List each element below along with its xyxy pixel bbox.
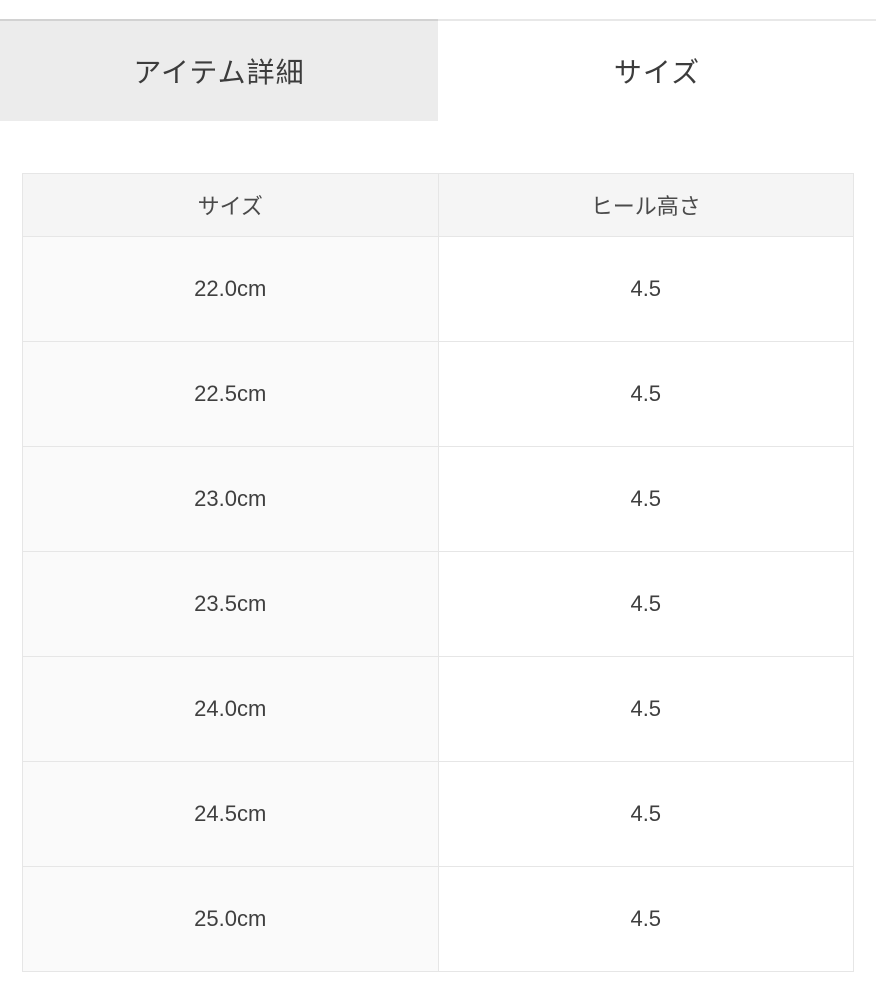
table-row: 23.5cm 4.5 — [22, 551, 854, 657]
heel-height-cell: 4.5 — [437, 551, 854, 657]
tab-size-label: サイズ — [613, 57, 701, 88]
table-row: 24.0cm 4.5 — [22, 656, 854, 762]
size-cell: 22.0cm — [22, 236, 439, 342]
size-cell: 25.0cm — [22, 866, 439, 972]
tab-bar: アイテム詳細 サイズ — [0, 19, 876, 121]
table-row: 23.0cm 4.5 — [22, 446, 854, 552]
tab-item-details-label: アイテム詳細 — [133, 57, 305, 88]
column-header-heel-height: ヒール高さ — [437, 173, 854, 237]
heel-height-cell: 4.5 — [437, 236, 854, 342]
size-cell: 22.5cm — [22, 341, 439, 447]
size-cell: 23.0cm — [22, 446, 439, 552]
column-header-size: サイズ — [22, 173, 439, 237]
table-row: 24.5cm 4.5 — [22, 761, 854, 867]
size-table: サイズ ヒール高さ 22.0cm 4.5 22.5cm 4.5 23.0cm 4… — [22, 173, 854, 972]
tab-item-details[interactable]: アイテム詳細 — [0, 19, 438, 121]
size-cell: 23.5cm — [22, 551, 439, 657]
heel-height-cell: 4.5 — [437, 446, 854, 552]
table-row: 25.0cm 4.5 — [22, 866, 854, 972]
header-row: サイズ ヒール高さ — [22, 173, 854, 237]
table-row: 22.0cm 4.5 — [22, 236, 854, 342]
size-panel: サイズ ヒール高さ 22.0cm 4.5 22.5cm 4.5 23.0cm 4… — [22, 173, 854, 972]
heel-height-cell: 4.5 — [437, 341, 854, 447]
size-table-body: 22.0cm 4.5 22.5cm 4.5 23.0cm 4.5 23.5cm … — [22, 236, 854, 972]
size-cell: 24.5cm — [22, 761, 439, 867]
size-table-header: サイズ ヒール高さ — [22, 173, 854, 237]
heel-height-cell: 4.5 — [437, 656, 854, 762]
tab-size[interactable]: サイズ — [438, 19, 876, 121]
heel-height-cell: 4.5 — [437, 761, 854, 867]
heel-height-cell: 4.5 — [437, 866, 854, 972]
table-row: 22.5cm 4.5 — [22, 341, 854, 447]
size-cell: 24.0cm — [22, 656, 439, 762]
